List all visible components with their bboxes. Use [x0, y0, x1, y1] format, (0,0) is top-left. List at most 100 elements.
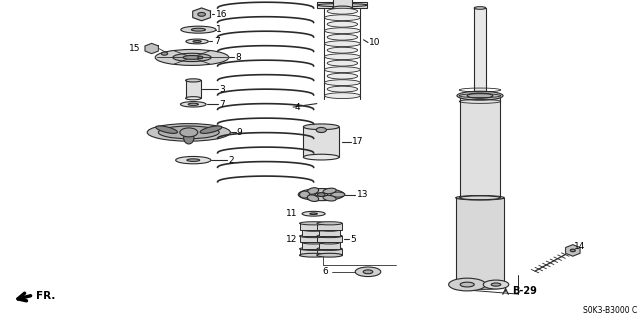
- Text: 7: 7: [214, 37, 220, 46]
- Ellipse shape: [186, 39, 209, 44]
- Text: 13: 13: [356, 190, 368, 199]
- Ellipse shape: [298, 189, 344, 201]
- Text: 12: 12: [286, 235, 298, 244]
- Bar: [460, 96, 500, 198]
- Text: B-29: B-29: [512, 286, 537, 296]
- Circle shape: [570, 249, 575, 252]
- Ellipse shape: [327, 34, 358, 40]
- Bar: [319, 230, 340, 236]
- Ellipse shape: [364, 270, 372, 274]
- Polygon shape: [193, 8, 211, 21]
- Ellipse shape: [324, 41, 360, 47]
- Ellipse shape: [317, 222, 342, 225]
- Text: 8: 8: [235, 53, 241, 62]
- Bar: [300, 249, 328, 255]
- Ellipse shape: [158, 126, 219, 139]
- Text: 14: 14: [574, 242, 586, 251]
- Ellipse shape: [200, 126, 222, 133]
- Bar: [317, 249, 342, 255]
- Circle shape: [317, 193, 325, 197]
- Ellipse shape: [460, 94, 500, 98]
- Ellipse shape: [186, 97, 201, 100]
- Ellipse shape: [327, 47, 358, 53]
- Ellipse shape: [300, 222, 328, 225]
- Ellipse shape: [323, 188, 336, 194]
- Ellipse shape: [302, 228, 325, 231]
- Bar: [456, 198, 504, 287]
- Ellipse shape: [303, 124, 339, 130]
- Ellipse shape: [300, 191, 310, 198]
- Ellipse shape: [307, 195, 319, 202]
- Text: 11: 11: [286, 209, 298, 218]
- Bar: [333, 0, 352, 10]
- Circle shape: [198, 12, 205, 16]
- Ellipse shape: [173, 53, 211, 62]
- Text: 15: 15: [129, 44, 141, 53]
- Text: 1: 1: [216, 25, 221, 34]
- Bar: [303, 127, 339, 157]
- Circle shape: [180, 128, 198, 137]
- Bar: [302, 230, 325, 236]
- Ellipse shape: [457, 91, 503, 100]
- Ellipse shape: [324, 80, 360, 85]
- Ellipse shape: [317, 253, 342, 257]
- Ellipse shape: [193, 41, 201, 42]
- Ellipse shape: [324, 15, 360, 21]
- Ellipse shape: [456, 196, 504, 200]
- Text: 2: 2: [228, 156, 234, 165]
- Text: 10: 10: [369, 38, 381, 47]
- Ellipse shape: [198, 56, 203, 59]
- Text: 6: 6: [323, 267, 328, 276]
- Text: 16: 16: [216, 10, 227, 19]
- Ellipse shape: [327, 86, 358, 92]
- Ellipse shape: [307, 188, 319, 194]
- Bar: [302, 242, 325, 249]
- Ellipse shape: [300, 247, 328, 250]
- Ellipse shape: [147, 124, 230, 141]
- Ellipse shape: [315, 193, 328, 196]
- Ellipse shape: [333, 6, 352, 10]
- Text: S0K3-B3000 C: S0K3-B3000 C: [582, 306, 637, 315]
- Bar: [317, 223, 342, 230]
- Text: 3: 3: [219, 85, 225, 94]
- Ellipse shape: [161, 52, 168, 55]
- Ellipse shape: [324, 54, 360, 60]
- Bar: [186, 80, 201, 98]
- Ellipse shape: [156, 126, 177, 133]
- Ellipse shape: [300, 253, 328, 257]
- Ellipse shape: [467, 93, 493, 98]
- Ellipse shape: [317, 234, 342, 238]
- Ellipse shape: [327, 8, 358, 14]
- Ellipse shape: [181, 26, 216, 33]
- Ellipse shape: [460, 282, 474, 287]
- Ellipse shape: [302, 241, 325, 244]
- Ellipse shape: [456, 285, 504, 289]
- Ellipse shape: [355, 267, 381, 277]
- Text: 4: 4: [294, 103, 300, 112]
- Circle shape: [316, 127, 326, 133]
- Bar: [317, 2, 367, 8]
- Polygon shape: [145, 43, 158, 54]
- Ellipse shape: [327, 21, 358, 27]
- Ellipse shape: [187, 159, 200, 161]
- Ellipse shape: [492, 283, 501, 286]
- Ellipse shape: [323, 195, 336, 201]
- Ellipse shape: [300, 234, 328, 238]
- Ellipse shape: [317, 247, 342, 250]
- Ellipse shape: [327, 73, 358, 79]
- Ellipse shape: [324, 67, 360, 73]
- Text: 9: 9: [237, 128, 243, 137]
- Ellipse shape: [483, 280, 509, 289]
- Ellipse shape: [317, 4, 367, 7]
- Text: 17: 17: [352, 137, 364, 146]
- Ellipse shape: [310, 213, 317, 214]
- Ellipse shape: [319, 241, 340, 244]
- Ellipse shape: [175, 157, 211, 164]
- Ellipse shape: [303, 154, 339, 160]
- Ellipse shape: [155, 49, 229, 65]
- Ellipse shape: [319, 228, 340, 231]
- Ellipse shape: [188, 103, 198, 105]
- Ellipse shape: [331, 192, 345, 197]
- Ellipse shape: [191, 28, 205, 31]
- Ellipse shape: [474, 7, 486, 9]
